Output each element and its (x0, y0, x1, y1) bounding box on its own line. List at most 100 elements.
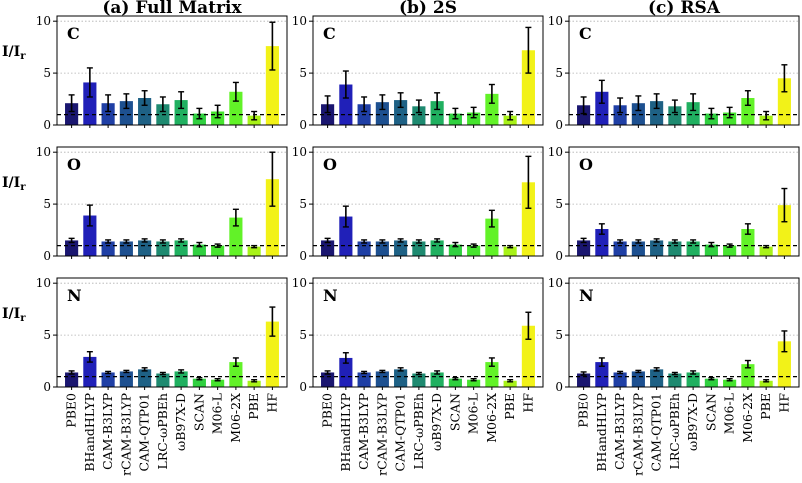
category-label-rsa-1: BHandHLYP (594, 393, 609, 472)
category-label-rsa-9: M06-2X (740, 393, 755, 443)
panel-letter-C: C (579, 24, 592, 43)
category-label-full-11: HF (264, 393, 279, 413)
bar-rsa-O-5 (668, 241, 682, 256)
bar-full-N-9 (229, 362, 243, 387)
bar-twos-O-0 (321, 240, 335, 256)
y-tick-label: 5 (555, 197, 563, 211)
bar-twos-O-7 (448, 244, 462, 256)
bar-twos-C-8 (467, 112, 481, 125)
bar-rsa-N-5 (668, 373, 682, 387)
panel-full-C: C 0 5 10 (36, 14, 288, 132)
bar-full-O-0 (65, 240, 79, 256)
bar-rsa-O-7 (704, 244, 718, 256)
panel-twos-N: N 0 5 10 PBE0 BHandHLYP CAM-B3LYP rCAM-B3LYP CAM… (292, 276, 544, 476)
bar-rsa-N-1 (595, 362, 609, 387)
bar-full-C-11 (265, 46, 279, 125)
category-label-twos-11: HF (520, 393, 535, 413)
y-tick-label: 5 (43, 66, 51, 80)
bar-rsa-N-11 (777, 341, 791, 387)
panel-frame (568, 277, 800, 388)
bar-full-N-4 (138, 369, 152, 387)
y-tick-label: 0 (43, 118, 51, 132)
y-tick-label: 5 (299, 328, 307, 342)
bar-rsa-N-7 (704, 378, 718, 387)
bar-rsa-O-11 (777, 205, 791, 256)
category-label-twos-1: BHandHLYP (338, 393, 353, 472)
bar-twos-N-1 (339, 357, 353, 387)
category-label-full-5: LRC-ωPBEh (155, 393, 170, 469)
panel-letter-C: C (323, 24, 336, 43)
bar-full-C-9 (229, 91, 243, 125)
bar-twos-N-7 (448, 378, 462, 387)
category-label-rsa-8: M06-L (722, 393, 737, 434)
panel-rsa-N: N 0 5 10 PBE0 BHandHLYP CAM-B3LYP rCAM-B3LYP CAM… (548, 276, 800, 476)
panel-rsa-O: O 0 5 10 (548, 145, 800, 263)
bar-twos-N-3 (375, 371, 389, 387)
bar-twos-O-2 (357, 241, 371, 256)
bar-twos-O-8 (467, 245, 481, 256)
y-tick-label: 10 (292, 14, 307, 28)
category-label-full-4: CAM-QTP01 (137, 393, 152, 472)
bar-full-O-6 (174, 240, 188, 256)
category-label-rsa-0: PBE0 (576, 393, 591, 428)
panel-frame (56, 146, 288, 257)
panel-frame (312, 277, 544, 388)
bar-rsa-C-3 (631, 103, 645, 125)
y-tick-label: 0 (555, 118, 563, 132)
y-tick-label: 10 (548, 276, 563, 290)
category-label-rsa-7: SCAN (703, 393, 718, 431)
category-label-full-0: PBE0 (64, 393, 79, 428)
bar-rsa-N-9 (741, 364, 755, 387)
panel-frame (312, 146, 544, 257)
y-tick-label: 10 (36, 276, 51, 290)
bar-full-O-2 (101, 241, 115, 256)
category-label-twos-9: M06-2X (484, 393, 499, 443)
y-tick-label: 5 (43, 328, 51, 342)
category-label-rsa-10: PBE (758, 393, 773, 420)
category-label-rsa-6: ωB97X-D (685, 393, 700, 451)
bar-full-N-10 (247, 380, 261, 387)
y-axis-label-C: I/Ir (2, 44, 26, 62)
bar-rsa-O-1 (595, 229, 609, 256)
bar-twos-N-9 (485, 362, 499, 387)
bar-full-N-6 (174, 371, 188, 387)
bar-rsa-C-1 (595, 91, 609, 125)
y-tick-label: 0 (555, 380, 563, 394)
bar-twos-N-5 (412, 373, 426, 387)
bar-twos-O-5 (412, 241, 426, 256)
bar-rsa-N-3 (631, 371, 645, 387)
bar-full-N-3 (119, 371, 133, 387)
bar-rsa-O-10 (759, 246, 773, 256)
bar-twos-N-2 (357, 372, 371, 387)
bar-rsa-C-8 (723, 112, 737, 125)
panel-frame (56, 15, 288, 126)
y-tick-label: 0 (555, 249, 563, 263)
bar-full-O-11 (265, 179, 279, 256)
column-title-twos: (b) 2S (399, 0, 457, 18)
bar-full-C-6 (174, 100, 188, 125)
bar-rsa-C-11 (777, 78, 791, 125)
panel-frame (568, 15, 800, 126)
bar-twos-N-8 (467, 379, 481, 387)
bar-full-N-8 (211, 379, 225, 387)
y-tick-label: 0 (299, 118, 307, 132)
bar-full-O-7 (192, 244, 206, 256)
bar-rsa-C-9 (741, 98, 755, 125)
panel-twos-O: O 0 5 10 (292, 145, 544, 263)
y-tick-label: 0 (43, 380, 51, 394)
bar-twos-O-4 (394, 240, 408, 256)
panel-frame (56, 277, 288, 388)
y-tick-label: 10 (548, 145, 563, 159)
bar-full-N-2 (101, 372, 115, 387)
panel-letter-N: N (579, 286, 594, 305)
column-title-rsa: (c) RSA (648, 0, 721, 18)
bar-rsa-N-4 (650, 369, 664, 387)
bar-twos-O-9 (485, 218, 499, 256)
panel-letter-O: O (323, 155, 337, 174)
category-label-full-1: BHandHLYP (82, 393, 97, 472)
category-label-rsa-2: CAM-B3LYP (612, 393, 627, 470)
panel-letter-C: C (67, 24, 80, 43)
bar-twos-O-6 (430, 240, 444, 256)
bar-rsa-O-9 (741, 229, 755, 256)
panel-frame (568, 146, 800, 257)
